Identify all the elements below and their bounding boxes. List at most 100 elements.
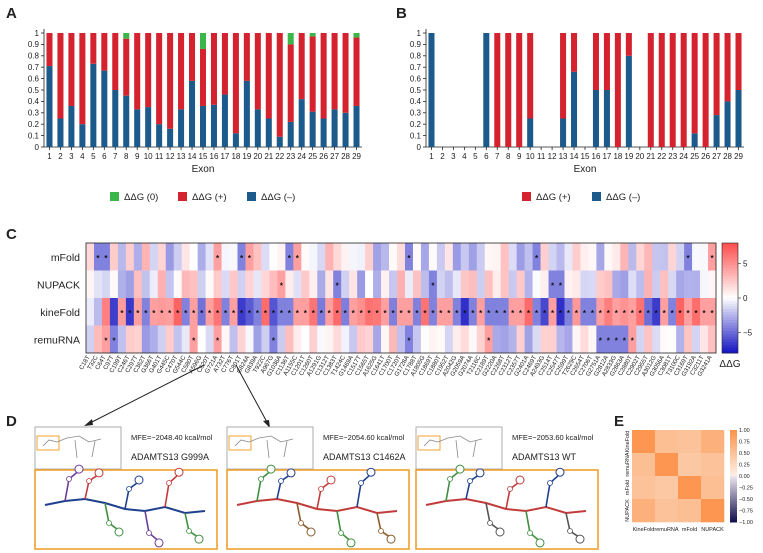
heatmap-cell	[660, 298, 669, 326]
heatmap-star: *	[152, 309, 156, 318]
chart-b-bar-segment	[592, 90, 599, 147]
rna-loop	[527, 530, 533, 536]
heatmap-cell	[269, 325, 278, 354]
chart-b-xtick-label: 24	[679, 152, 688, 161]
heatmap-cell	[652, 325, 661, 354]
heatmap-cell	[412, 298, 422, 326]
heatmap-star: *	[591, 309, 595, 318]
heatmap-cell	[676, 325, 685, 354]
heatmap-cell	[213, 298, 222, 326]
corr-cell	[678, 476, 702, 500]
chart-b-bar-segment	[505, 33, 512, 147]
heatmap-star: *	[296, 309, 300, 318]
heatmap-cell	[684, 270, 693, 299]
corr-row-label: remuRNA	[625, 452, 631, 476]
chart-a-bar-segment	[199, 105, 207, 147]
heatmap-cell	[460, 270, 470, 299]
heatmap-cell	[109, 298, 119, 326]
rna-loop	[555, 467, 565, 477]
heatmap-cell	[452, 325, 462, 354]
rna-loop	[326, 475, 336, 485]
rna-loop	[298, 520, 304, 526]
colorbar-c-segment	[722, 276, 738, 280]
chart-a-xtick-label: 15	[199, 152, 208, 161]
heatmap-cell	[644, 270, 653, 299]
heatmap-cell	[572, 325, 581, 354]
colorbar-c-segment	[722, 248, 738, 252]
rna-loop	[286, 468, 296, 478]
heatmap-star: *	[607, 336, 611, 345]
heatmap-cell	[580, 298, 589, 326]
corr-row-label: NUPACK	[625, 499, 631, 522]
chart-b-xtick-label: 1	[429, 152, 434, 161]
heatmap-cell	[349, 243, 358, 271]
heatmap-cell	[117, 270, 127, 299]
heatmap-cell	[516, 243, 525, 271]
heatmap-cell	[404, 243, 414, 271]
heatmap-cell	[548, 325, 557, 354]
legend-a-swatch-pos	[178, 192, 187, 201]
chart-a-ytick-label: 1	[35, 29, 40, 38]
chart-a-bar-segment	[46, 33, 53, 67]
colorbar-c-label: ΔΔG	[719, 359, 740, 370]
heatmap-cell	[109, 325, 119, 354]
heatmap-cell	[476, 325, 486, 354]
heatmap-star: *	[447, 309, 451, 318]
chart-b-bar-segment	[713, 115, 720, 147]
corr-cell	[701, 499, 725, 523]
rna-loop	[358, 480, 364, 486]
heatmap-star: *	[104, 336, 108, 345]
heatmap-cell	[309, 270, 318, 299]
heatmap-cell	[381, 298, 390, 326]
heatmap-star: *	[216, 309, 220, 318]
heatmap-cell	[389, 270, 398, 299]
chart-b-xtick-label: 21	[646, 152, 655, 161]
heatmap-star: *	[144, 309, 148, 318]
heatmap-cell	[428, 243, 438, 271]
heatmap-cell	[620, 325, 629, 354]
chart-a-bar-segment	[199, 48, 207, 106]
chart-b-xtick-label: 25	[690, 152, 699, 161]
chart-b-ytick-label: 0.6	[410, 74, 422, 83]
colorbar-e-segment	[730, 515, 737, 518]
heatmap-cell	[197, 243, 206, 271]
heatmap-cell	[444, 298, 454, 326]
colorbar-e-segment	[730, 476, 737, 479]
rna-loop	[495, 527, 505, 537]
heatmap-star: *	[655, 309, 659, 318]
rna-loop	[567, 528, 573, 534]
colorbar-c-segment	[722, 311, 738, 315]
heatmap-cell	[508, 270, 517, 299]
chart-b-xtick-label: 12	[548, 152, 557, 161]
chart-b-xtick-label: 11	[537, 152, 546, 161]
chart-a-bar-segment	[331, 33, 338, 110]
heatmap-cell	[341, 243, 350, 271]
heatmap-cell	[492, 243, 501, 271]
heatmap-star: *	[559, 309, 563, 318]
chart-a-bar-segment	[134, 33, 141, 110]
heatmap-star: *	[192, 336, 196, 345]
chart-b-bar-segment	[735, 90, 742, 147]
heatmap-cell	[197, 325, 206, 354]
heatmap-cell	[181, 298, 190, 326]
heatmap-star: *	[407, 309, 411, 318]
colorbar-c-segment	[722, 278, 738, 282]
colorbar-c-segment	[722, 292, 738, 296]
heatmap-cell	[245, 243, 254, 271]
chart-a-xtick-label: 3	[69, 152, 74, 161]
colorbar-c-segment	[722, 317, 738, 321]
heatmap-cell	[460, 243, 470, 271]
heatmap-star: *	[336, 309, 340, 318]
heatmap-cell	[317, 325, 326, 354]
heatmap-star: *	[168, 309, 172, 318]
heatmap-cell	[229, 270, 238, 299]
rna-loop	[126, 486, 132, 492]
chart-b-xtick-label: 19	[624, 152, 633, 161]
heatmap-star: *	[439, 309, 443, 318]
colorbar-e-segment	[730, 482, 737, 486]
heatmap-row-label: NUPACK	[37, 279, 80, 291]
heatmap-star: *	[503, 309, 507, 318]
chart-b-bar-segment	[702, 33, 709, 147]
heatmap-star: *	[663, 309, 667, 318]
colorbar-e-segment	[730, 457, 737, 461]
